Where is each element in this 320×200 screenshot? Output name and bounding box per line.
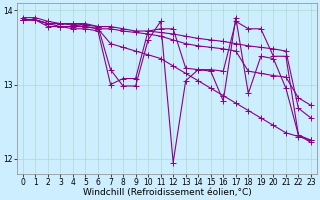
X-axis label: Windchill (Refroidissement éolien,°C): Windchill (Refroidissement éolien,°C)	[83, 188, 251, 197]
